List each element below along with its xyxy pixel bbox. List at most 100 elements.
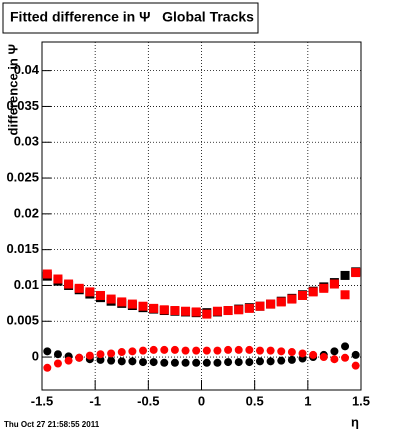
data-point — [75, 353, 84, 362]
data-point — [287, 294, 297, 304]
data-point — [330, 355, 339, 364]
data-point — [277, 356, 286, 365]
y-tick-label: 0.03 — [14, 134, 39, 149]
y-tick-label: 0.01 — [14, 277, 39, 292]
data-point — [191, 307, 201, 317]
data-point — [42, 269, 52, 279]
y-tick-label: 0.04 — [14, 62, 40, 77]
data-point — [245, 345, 254, 354]
y-axis-label: difference in Ψ — [5, 44, 20, 135]
data-point — [170, 306, 180, 316]
data-point — [223, 306, 233, 316]
y-tick-label: 0 — [32, 348, 39, 363]
data-point — [138, 301, 148, 311]
data-point — [340, 270, 350, 280]
data-point — [128, 357, 137, 366]
y-tick-label: 0.02 — [14, 205, 39, 220]
data-point — [298, 349, 307, 358]
data-point — [351, 268, 361, 278]
data-point — [319, 353, 328, 362]
data-point — [85, 287, 95, 297]
data-point — [276, 297, 286, 307]
data-point — [159, 305, 169, 315]
data-point — [53, 359, 62, 368]
x-axis-label: η — [351, 414, 359, 429]
data-point — [106, 294, 116, 304]
data-point — [170, 358, 179, 367]
y-tick-label: 0.025 — [6, 169, 39, 184]
data-point — [192, 346, 201, 355]
y-tick-label: 0.015 — [6, 241, 39, 256]
data-point — [255, 301, 265, 311]
data-point — [127, 299, 137, 309]
data-point — [117, 297, 127, 307]
data-point — [287, 355, 296, 364]
y-tick-label: 0.035 — [6, 98, 39, 113]
data-point — [202, 346, 211, 355]
x-tick-label: 1 — [304, 393, 311, 408]
data-point — [319, 283, 329, 293]
data-point — [43, 363, 52, 372]
data-point — [149, 358, 158, 367]
title-box — [2, 2, 259, 34]
data-point — [277, 347, 286, 356]
data-point — [117, 348, 126, 357]
data-point — [149, 303, 159, 313]
data-point — [287, 348, 296, 357]
data-point — [309, 350, 318, 359]
data-point — [181, 346, 190, 355]
x-tick-label: -1 — [89, 393, 101, 408]
data-point — [64, 279, 74, 289]
data-point — [74, 283, 84, 293]
data-point — [234, 358, 243, 367]
data-point — [298, 290, 308, 300]
data-point — [160, 358, 169, 367]
x-tick-label: 0 — [198, 393, 205, 408]
data-point — [96, 350, 105, 359]
data-point — [330, 347, 339, 356]
data-point — [244, 303, 254, 313]
data-point — [139, 358, 148, 367]
x-tick-label: 0.5 — [246, 393, 264, 408]
data-point — [64, 356, 73, 365]
data-point — [234, 345, 243, 354]
data-point — [202, 358, 211, 367]
data-point — [329, 279, 339, 289]
data-point — [266, 299, 276, 309]
footer: Thu Oct 27 21:58:55 2011 — [4, 420, 100, 429]
data-point — [95, 290, 105, 300]
data-point — [266, 357, 275, 366]
data-point — [170, 345, 179, 354]
data-point — [341, 342, 350, 351]
y-tick-label: 0.005 — [6, 313, 39, 328]
data-point — [351, 350, 360, 359]
x-tick-label: -0.5 — [137, 393, 159, 408]
data-point — [117, 357, 126, 366]
data-point — [341, 353, 350, 362]
data-point — [351, 361, 360, 370]
data-point — [266, 346, 275, 355]
data-point — [202, 309, 212, 319]
data-point — [107, 356, 116, 365]
data-point — [181, 306, 191, 316]
data-point — [192, 358, 201, 367]
x-tick-label: 1.5 — [352, 393, 370, 408]
data-point — [149, 345, 158, 354]
data-point — [245, 358, 254, 367]
x-tick-label: -1.5 — [31, 393, 53, 408]
data-point — [181, 358, 190, 367]
data-point — [85, 351, 94, 360]
data-point — [224, 358, 233, 367]
data-point — [43, 347, 52, 356]
data-point — [308, 287, 318, 297]
data-point — [139, 346, 148, 355]
data-point — [255, 357, 264, 366]
data-point — [53, 274, 63, 284]
data-point — [224, 345, 233, 354]
data-point — [96, 355, 105, 364]
data-point — [213, 346, 222, 355]
data-point — [212, 306, 222, 316]
data-point — [213, 358, 222, 367]
chart-title: Fitted difference in Ψ Global Tracks — [10, 9, 254, 25]
